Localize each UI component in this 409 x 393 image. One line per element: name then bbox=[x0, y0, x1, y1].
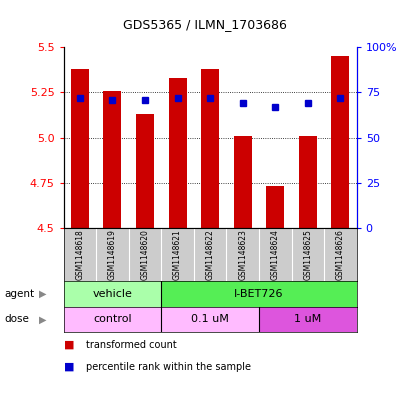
Bar bbox=[168, 78, 186, 228]
Text: vehicle: vehicle bbox=[92, 289, 132, 299]
Bar bbox=[71, 69, 89, 228]
Text: agent: agent bbox=[4, 289, 34, 299]
Text: GSM1148626: GSM1148626 bbox=[335, 229, 344, 280]
Text: ▶: ▶ bbox=[39, 314, 47, 324]
Text: GSM1148621: GSM1148621 bbox=[173, 229, 182, 280]
Bar bbox=[103, 90, 121, 228]
Bar bbox=[161, 307, 258, 332]
Text: I-BET726: I-BET726 bbox=[234, 289, 283, 299]
Bar bbox=[136, 114, 153, 228]
Text: ▶: ▶ bbox=[39, 289, 47, 299]
Text: ■: ■ bbox=[63, 340, 74, 350]
Bar bbox=[161, 281, 356, 307]
Text: dose: dose bbox=[4, 314, 29, 324]
Text: GSM1148625: GSM1148625 bbox=[303, 229, 312, 280]
Bar bbox=[266, 186, 283, 228]
Bar bbox=[63, 281, 161, 307]
Text: percentile rank within the sample: percentile rank within the sample bbox=[86, 362, 250, 371]
Bar bbox=[298, 136, 316, 228]
Text: ■: ■ bbox=[63, 362, 74, 371]
Bar bbox=[258, 307, 356, 332]
Text: transformed count: transformed count bbox=[86, 340, 176, 350]
Text: GSM1148622: GSM1148622 bbox=[205, 229, 214, 280]
Text: 1 uM: 1 uM bbox=[294, 314, 321, 324]
Text: GSM1148623: GSM1148623 bbox=[238, 229, 247, 280]
Text: GDS5365 / ILMN_1703686: GDS5365 / ILMN_1703686 bbox=[123, 18, 286, 31]
Text: GSM1148624: GSM1148624 bbox=[270, 229, 279, 280]
Text: control: control bbox=[93, 314, 131, 324]
Bar bbox=[63, 307, 161, 332]
Text: 0.1 uM: 0.1 uM bbox=[191, 314, 229, 324]
Bar bbox=[201, 69, 218, 228]
Text: GSM1148618: GSM1148618 bbox=[75, 229, 84, 280]
Text: GSM1148620: GSM1148620 bbox=[140, 229, 149, 280]
Bar bbox=[330, 56, 348, 228]
Text: GSM1148619: GSM1148619 bbox=[108, 229, 117, 280]
Bar bbox=[233, 136, 251, 228]
